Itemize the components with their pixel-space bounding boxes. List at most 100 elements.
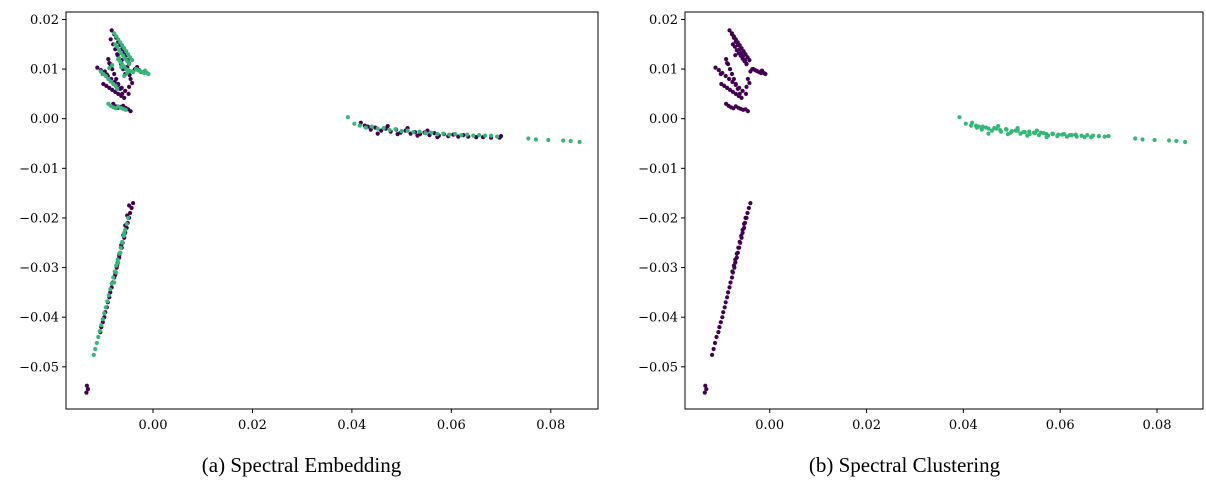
y-tick-label: −0.01 [638,162,678,177]
data-point-series-1 [115,44,120,49]
data-point-series-1 [417,129,422,134]
data-point-series-0 [101,81,106,87]
data-point-series-1 [526,136,531,141]
data-point-series-0 [741,49,746,54]
data-point-series-1 [1050,132,1055,137]
data-point-series-0 [746,205,751,211]
data-point-series-1 [119,65,124,70]
data-point-series-1 [363,125,368,130]
data-point-series-1 [435,132,440,137]
data-point-series-1 [453,132,458,137]
data-point-series-0 [711,346,716,352]
data-point-series-0 [734,251,739,256]
data-point-series-0 [717,325,722,330]
y-tick-label: 0.02 [30,13,59,28]
data-point-series-1 [103,73,108,79]
x-tick-label: 0.08 [1143,418,1172,433]
data-point-series-0 [730,79,735,85]
data-point-series-0 [726,290,731,295]
data-point-series-0 [119,93,124,98]
data-point-series-0 [734,48,739,53]
panel-spectral-embedding: 0.00 0.02 0.04 0.06 0.08 0.02 0.01 0.00 −0.01 −0.… [19,11,599,477]
y-tick-label: −0.05 [19,360,59,375]
data-point-series-0 [739,95,744,100]
data-point-series-1 [131,69,136,75]
data-point-series-0 [747,58,752,63]
data-point-series-0 [733,82,738,87]
data-point-series-0 [718,71,723,77]
data-point-series-0 [95,65,100,70]
y-tick-label: 0.00 [30,112,59,127]
data-point-series-1 [577,139,582,145]
data-point-series-1 [117,56,122,61]
data-point-series-0 [723,300,728,305]
data-point-series-0 [704,387,709,392]
data-point-series-1 [561,138,566,143]
data-point-series-1 [1174,138,1179,144]
data-point-series-1 [124,221,129,226]
data-point-series-0 [718,320,723,325]
data-point-series-0 [119,85,124,90]
data-point-series-1 [120,240,125,245]
data-point-series-0 [108,37,113,42]
data-point-series-0 [123,88,128,93]
data-point-series-1 [1062,132,1067,137]
data-point-series-0 [385,124,390,129]
data-point-series-0 [128,109,133,114]
data-point-series-1 [970,120,975,125]
data-point-series-1 [1074,134,1079,139]
data-point-series-1 [1167,138,1172,143]
data-point-series-1 [996,124,1001,129]
data-point-series-1 [393,127,398,132]
data-point-series-1 [357,123,362,128]
y-tick-label: −0.02 [638,211,678,226]
data-point-series-1 [108,287,113,292]
caption-embedding: (a) Spectral Embedding [201,453,402,477]
data-point-series-1 [1096,134,1101,139]
data-point-series-1 [957,115,962,120]
data-point-series-1 [999,129,1004,134]
data-point-series-1 [106,293,111,298]
data-point-series-0 [415,133,420,138]
data-point-series-0 [747,80,752,86]
data-point-series-1 [114,270,119,275]
data-point-series-1 [116,260,121,265]
data-point-series-0 [104,83,109,88]
x-tick-label: 0.06 [437,418,466,433]
data-point-series-1 [1091,133,1096,138]
data-point-series-1 [1015,126,1020,131]
data-point-series-1 [345,115,350,120]
data-point-series-0 [731,34,736,39]
data-point-series-1 [369,124,374,129]
data-point-series-1 [1004,127,1009,132]
data-point-series-0 [116,91,121,96]
data-point-series-0 [110,87,115,92]
data-point-series-0 [127,203,132,208]
data-point-series-1 [533,137,539,142]
data-point-series-0 [729,71,735,77]
data-point-series-1 [130,58,135,63]
x-tick-label: 0.06 [1046,418,1075,433]
data-point-series-0 [703,383,708,388]
data-point-series-1 [405,128,410,133]
data-point-series-1 [399,129,404,134]
data-point-series-0 [721,310,726,315]
data-point-series-1 [111,275,116,280]
data-point-series-0 [702,390,707,395]
y-tick-label: −0.03 [638,261,678,276]
data-point-series-1 [986,126,991,131]
data-point-series-1 [1152,137,1157,143]
data-point-series-1 [116,37,121,42]
data-point-series-1 [429,130,434,135]
data-point-series-1 [122,73,127,79]
data-point-series-0 [710,352,715,357]
data-point-series-1 [105,299,110,304]
data-point-series-0 [730,269,735,274]
data-point-series-1 [102,311,107,316]
data-point-series-1 [96,334,101,340]
data-point-series-0 [745,210,750,216]
data-point-series-1 [120,43,125,48]
data-point-series-1 [125,70,130,76]
data-point-series-0 [731,263,736,268]
data-point-series-1 [127,62,132,67]
